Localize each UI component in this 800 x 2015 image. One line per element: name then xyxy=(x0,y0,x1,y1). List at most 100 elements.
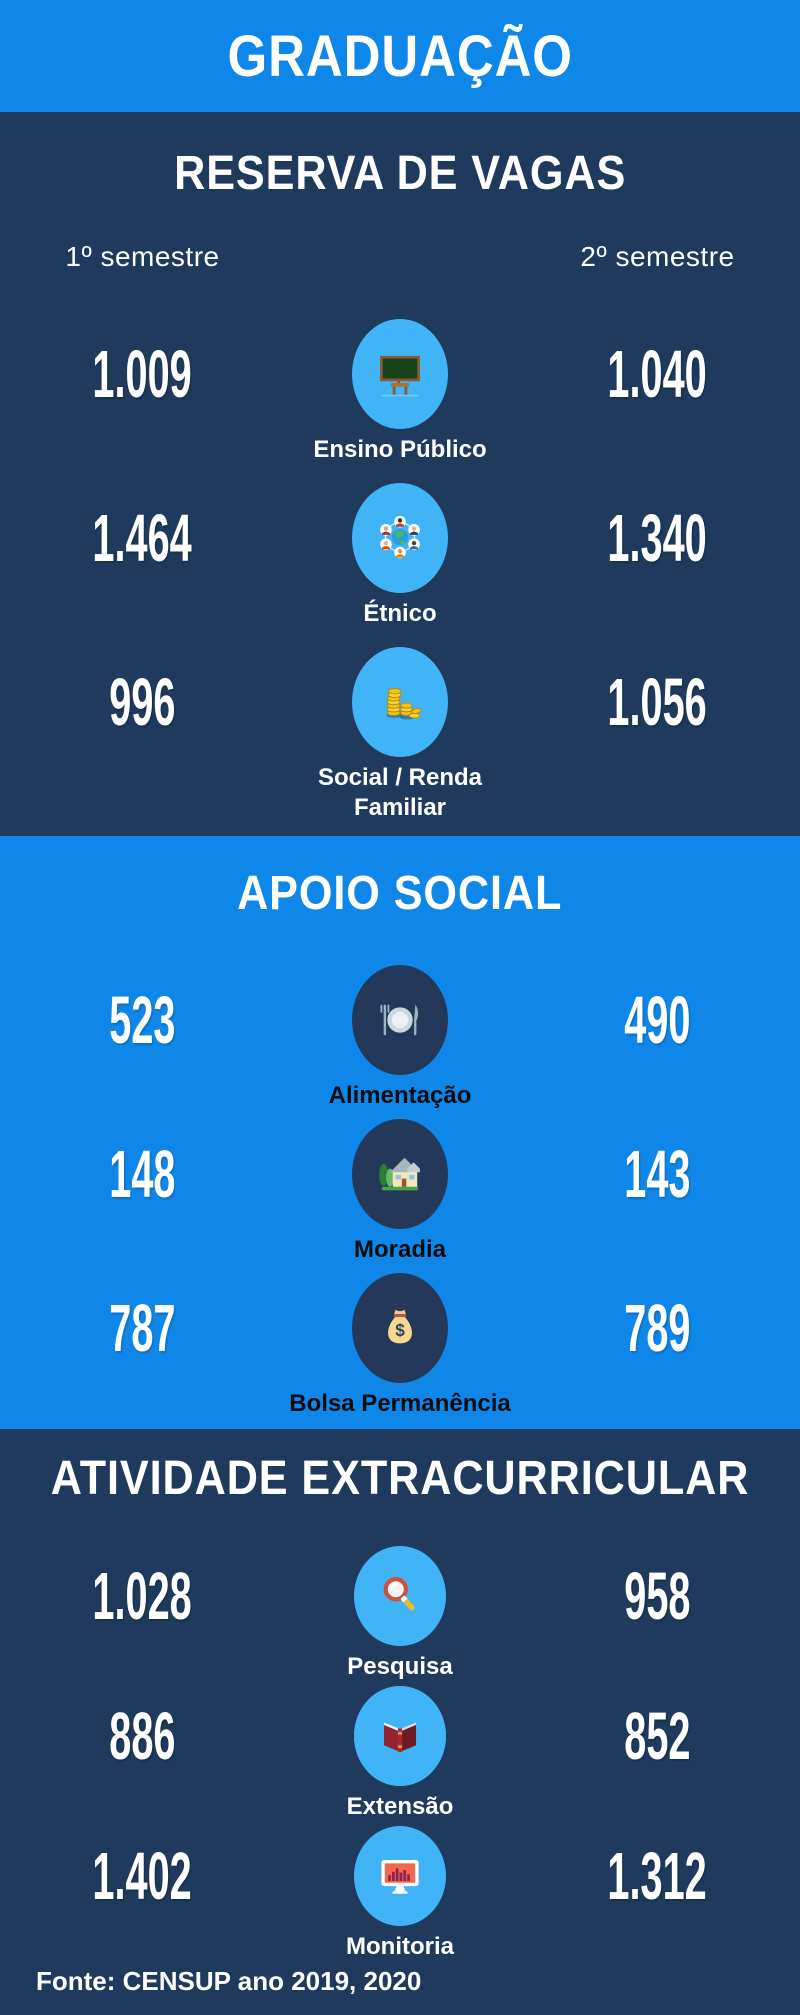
section-apoio-social: APOIO SOCIAL 523 xyxy=(0,836,800,1429)
chalkboard-icon xyxy=(380,355,420,397)
plate-icon xyxy=(380,1004,419,1036)
value-sem2: 1.312 xyxy=(607,1838,708,1914)
monitor-icon xyxy=(381,1859,419,1894)
row-label: Ensino Público xyxy=(313,436,487,463)
icon-wrap: Extensão xyxy=(347,1686,453,1820)
icon-circle xyxy=(354,1546,446,1646)
value-cell-sem1: 148 xyxy=(0,1136,285,1212)
svg-text:$: $ xyxy=(395,1320,405,1340)
icon-cell: Extensão xyxy=(285,1686,515,1820)
row-label: Bolsa Permanência xyxy=(289,1390,511,1417)
icon-circle xyxy=(352,483,448,593)
semester-1-label: 1º semestre xyxy=(65,241,220,272)
value-cell-sem1: 1.402 xyxy=(0,1838,285,1914)
value-cell-sem2: 1.312 xyxy=(515,1838,800,1914)
icon-circle xyxy=(354,1826,446,1926)
icon-circle xyxy=(352,319,448,429)
value-sem1: 1.028 xyxy=(92,1558,193,1634)
section-atividade-extracurricular: ATIVIDADE EXTRACURRICULAR 1.028 xyxy=(0,1429,800,2000)
value-sem1: 148 xyxy=(109,1136,176,1212)
semester-header-row: 1º semestre 2º semestre xyxy=(0,241,800,273)
value-sem2: 852 xyxy=(624,1698,691,1774)
value-cell-sem2: 1.340 xyxy=(515,500,800,576)
source-note: Fonte: CENSUP ano 2019, 2020 xyxy=(36,1966,422,1996)
table-row: 523 Alim xyxy=(0,965,800,1109)
table-row: 1.464 xyxy=(0,483,800,627)
icon-circle: $ xyxy=(352,1273,448,1383)
table-row: 1.402 xyxy=(0,1826,800,1960)
icon-wrap: Monitoria xyxy=(346,1826,454,1960)
value-sem2: 1.040 xyxy=(607,336,708,412)
icon-wrap: $ Bolsa Permanência xyxy=(289,1273,511,1417)
icon-wrap: Ensino Público xyxy=(313,319,487,463)
value-cell-sem1: 996 xyxy=(0,664,285,740)
row-label: Extensão xyxy=(346,1793,454,1820)
value-cell-sem2: 789 xyxy=(515,1290,800,1366)
row-label: Monitoria xyxy=(346,1933,454,1960)
table-row: 1.009 Ensino Público xyxy=(0,319,800,463)
value-cell-sem1: 1.009 xyxy=(0,336,285,412)
icon-circle xyxy=(352,1119,448,1229)
icon-cell: $ Bolsa Permanência xyxy=(285,1273,515,1417)
section-title-wrap: ATIVIDADE EXTRACURRICULAR xyxy=(0,1451,800,1506)
table-row: 148 Moradia xyxy=(0,1119,800,1263)
footer: Fonte: CENSUP ano 2019, 2020 xyxy=(0,1966,800,2015)
row-label: Étnico xyxy=(363,600,437,627)
table-row: 886 Extensão xyxy=(0,1686,800,1820)
table-row: 1.028 Pesquisa 958 xyxy=(0,1546,800,1680)
icon-cell: Ensino Público xyxy=(285,319,515,463)
icon-wrap: Pesquisa xyxy=(347,1546,453,1680)
row-label: Moradia xyxy=(353,1236,446,1263)
value-sem2: 490 xyxy=(624,982,691,1058)
section-title: RESERVA DE VAGAS xyxy=(173,147,627,200)
icon-wrap: Social / Renda Familiar xyxy=(318,647,482,821)
value-sem1: 996 xyxy=(109,664,176,740)
open-book-icon xyxy=(383,1722,417,1756)
value-sem1: 787 xyxy=(109,1290,176,1366)
value-cell-sem1: 523 xyxy=(0,982,285,1058)
value-sem2: 958 xyxy=(624,1558,691,1634)
value-sem1: 1.009 xyxy=(92,336,193,412)
page-header: GRADUAÇÃO xyxy=(0,0,800,112)
value-cell-sem1: 1.028 xyxy=(0,1558,285,1634)
magnifier-icon xyxy=(383,1577,415,1611)
semester-2-label: 2º semestre xyxy=(580,241,735,272)
value-cell-sem2: 143 xyxy=(515,1136,800,1212)
icon-wrap: Alimentação xyxy=(329,965,471,1109)
icon-circle xyxy=(352,647,448,757)
row-label: Alimentação xyxy=(328,1082,472,1109)
page-title: GRADUAÇÃO xyxy=(227,23,573,89)
value-cell-sem2: 1.040 xyxy=(515,336,800,412)
ethnic-globe-icon xyxy=(380,515,420,559)
section-title: APOIO SOCIAL xyxy=(237,867,563,920)
value-sem2: 1.340 xyxy=(607,500,708,576)
icon-cell: Moradia xyxy=(285,1119,515,1263)
value-sem1: 523 xyxy=(109,982,176,1058)
value-cell-sem1: 886 xyxy=(0,1698,285,1774)
section-title-wrap: APOIO SOCIAL xyxy=(0,866,800,921)
icon-cell: Social / Renda Familiar xyxy=(285,647,515,821)
icon-cell: Monitoria xyxy=(285,1826,515,1960)
value-sem1: 1.464 xyxy=(92,500,193,576)
icon-wrap: Étnico xyxy=(352,483,448,627)
value-sem2: 789 xyxy=(624,1290,691,1366)
value-cell-sem2: 958 xyxy=(515,1558,800,1634)
icon-circle xyxy=(352,965,448,1075)
icon-cell: Alimentação xyxy=(285,965,515,1109)
value-cell-sem2: 852 xyxy=(515,1698,800,1774)
value-cell-sem1: 1.464 xyxy=(0,500,285,576)
value-cell-sem2: 1.056 xyxy=(515,665,800,740)
section-title: ATIVIDADE EXTRACURRICULAR xyxy=(50,1452,750,1505)
icon-wrap: Moradia xyxy=(352,1119,448,1263)
value-sem2: 143 xyxy=(624,1136,691,1212)
row-label: Social / Renda Familiar xyxy=(317,764,483,821)
icon-circle xyxy=(354,1686,446,1786)
value-sem1: 1.402 xyxy=(92,1838,193,1914)
house-icon xyxy=(379,1157,420,1191)
table-row: 996 xyxy=(0,647,800,821)
icon-cell: Étnico xyxy=(285,483,515,627)
table-row: 787 $ Bolsa Permanência 789 xyxy=(0,1273,800,1417)
value-sem1: 886 xyxy=(109,1698,176,1774)
money-bag-icon: $ xyxy=(388,1309,412,1344)
value-cell-sem2: 490 xyxy=(515,982,800,1058)
